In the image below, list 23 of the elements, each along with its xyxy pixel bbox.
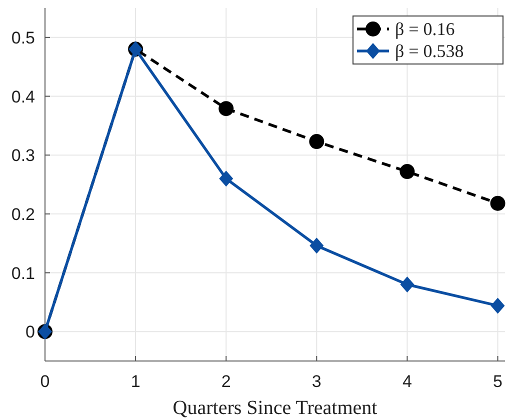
y-tick-label: 0.3 — [11, 146, 35, 166]
point — [400, 276, 414, 293]
legend-label: β = 0.538 — [395, 41, 464, 61]
point — [309, 134, 324, 150]
y-tick-label: 0.2 — [11, 204, 35, 224]
x-tick-label: 0 — [40, 372, 50, 391]
point — [490, 196, 506, 211]
legend-label: β = 0.16 — [395, 19, 455, 39]
y-tick-label: 0.4 — [11, 87, 35, 106]
point — [400, 164, 415, 180]
x-tick-label: 4 — [402, 372, 412, 391]
x-tick-label: 3 — [312, 372, 322, 391]
y-tick-label: 0.1 — [11, 264, 35, 283]
x-tick-label: 1 — [130, 372, 140, 391]
x-axis-title: Quarters Since Treatment — [172, 397, 378, 419]
x-tick-label: 2 — [221, 372, 231, 391]
y-tick-label: 0.5 — [11, 28, 35, 48]
y-tick-label: 0 — [26, 322, 35, 342]
point — [490, 298, 505, 314]
point — [310, 238, 324, 254]
point — [218, 101, 234, 116]
point — [219, 170, 234, 187]
x-tick-label: 5 — [493, 372, 502, 391]
